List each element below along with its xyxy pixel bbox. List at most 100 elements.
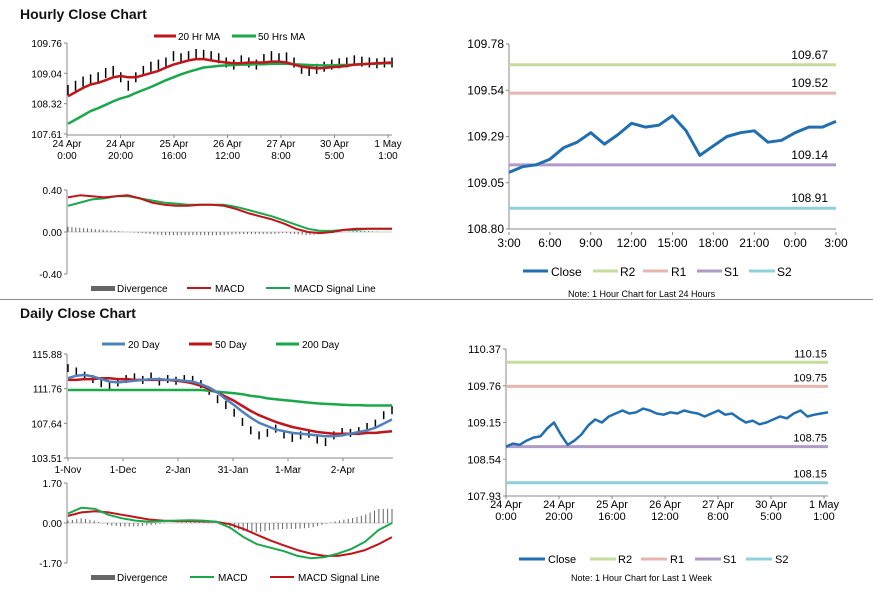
legend-signal-label: MACD Signal Line <box>298 573 380 584</box>
chart-note: Note: 1 Hour Chart for Last 24 Hours <box>568 289 716 299</box>
y-tick-label: 109.15 <box>467 418 501 430</box>
x-tick-label: 12:00 <box>215 151 240 162</box>
x-tick-label: 24 Apr <box>106 139 136 150</box>
legend: Divergence MACD MACD Signal Line <box>91 573 380 584</box>
x-tick-label: 3:00 <box>497 236 521 250</box>
y-tick-label: 0.00 <box>43 228 63 239</box>
y-tick-label: 107.93 <box>467 491 501 503</box>
y-tick-label: 107.61 <box>31 130 62 141</box>
y-tick-label: -0.40 <box>39 270 62 281</box>
x-tick-label: 31-Jan <box>218 465 249 476</box>
x-tick-label: 1-Dec <box>110 465 137 476</box>
x-tick-label: 8:00 <box>271 151 291 162</box>
ma50-line <box>67 62 392 125</box>
legend-20hr-label: 20 Hr MA <box>178 32 221 43</box>
legend-macd-label: MACD <box>215 284 244 295</box>
ma200-line <box>68 388 392 407</box>
x-tick-label: 24 Apr <box>543 499 575 511</box>
legend-divergence-swatch <box>91 575 115 580</box>
y-tick-label: 110.37 <box>468 344 501 356</box>
x-tick-label: 18:00 <box>698 236 728 250</box>
level-s2-value: 108.15 <box>793 469 827 481</box>
x-tick-label: 24 Apr <box>490 499 522 511</box>
chart-note: Note: 1 Hour Chart for Last 1 Week <box>571 573 712 583</box>
x-tick-label: 1:00 <box>813 511 834 523</box>
legend-50day-label: 50 Day <box>215 340 247 351</box>
level-s1-value: 109.14 <box>791 148 828 162</box>
legend-s2-label: S2 <box>775 554 788 566</box>
legend-r2-label: R2 <box>620 265 636 279</box>
x-tick-label: 1 May <box>374 139 401 150</box>
legend: 20 Day 50 Day 200 Day <box>102 340 339 351</box>
x-tick-label: 26 Apr <box>213 139 243 150</box>
legend-r1-label: R1 <box>671 265 687 279</box>
x-tick-label: 24 Apr <box>53 139 83 150</box>
hourly-close-chart: 109.78 109.54 109.29 109.05 108.80 3:00 6:00 9… <box>467 37 848 299</box>
x-tick-label: 1 May <box>809 499 839 511</box>
close-line <box>505 407 829 448</box>
x-tick-label: 2-Apr <box>331 465 356 476</box>
daily-macd-chart: 1.70 0.00 -1.70 Divergence MACD MACD Signa… <box>39 479 393 584</box>
hourly-macd-chart: 0.40 0.00 -0.40 Divergence MACD MACD Signa… <box>39 186 392 295</box>
legend-r1-label: R1 <box>670 554 684 566</box>
daily-section-title: Daily Close Chart <box>20 305 136 321</box>
legend-signal-label: MACD Signal Line <box>294 284 376 295</box>
y-tick-label: 109.04 <box>31 69 62 80</box>
x-tick-label: 27 Apr <box>267 139 297 150</box>
y-tick-label: -1.70 <box>39 559 62 570</box>
y-tick-label: 0.00 <box>43 519 63 530</box>
macd-line <box>67 194 392 235</box>
legend-s1-label: S1 <box>724 265 739 279</box>
legend-s1-label: S1 <box>723 554 736 566</box>
legend-20day-label: 20 Day <box>128 340 160 351</box>
legend-close-label: Close <box>551 265 582 279</box>
y-tick-label: 109.05 <box>467 176 504 190</box>
level-r1-value: 109.52 <box>791 76 828 90</box>
x-tick-label: 20:00 <box>108 151 133 162</box>
x-tick-label: 2-Jan <box>165 465 190 476</box>
close-line <box>508 114 837 174</box>
x-tick-label: 1:00 <box>378 151 398 162</box>
level-r2-value: 110.15 <box>794 348 827 360</box>
y-tick-label: 115.88 <box>32 350 62 361</box>
x-tick-label: 1-Nov <box>55 465 82 476</box>
legend-divergence-label: Divergence <box>117 284 168 295</box>
signal-line <box>67 510 393 557</box>
ma20-line <box>67 57 393 98</box>
legend-close-label: Close <box>548 554 576 566</box>
x-tick-label: 12:00 <box>617 236 647 250</box>
y-tick-label: 109.76 <box>31 39 62 50</box>
legend-s2-label: S2 <box>777 265 792 279</box>
x-tick-label: 9:00 <box>579 236 603 250</box>
y-tick-label: 107.64 <box>31 419 62 430</box>
x-tick-label: 16:00 <box>161 151 186 162</box>
level-s1-value: 108.75 <box>793 433 827 445</box>
x-tick-label: 1-Mar <box>275 465 302 476</box>
x-tick-label: 21:00 <box>739 236 769 250</box>
legend: Close R2 R1 S1 S2 <box>523 265 792 279</box>
legend-divergence-swatch <box>91 286 115 291</box>
legend-50hr-label: 50 Hrs MA <box>258 32 306 43</box>
x-tick-label: 15:00 <box>657 236 687 250</box>
macd-line <box>67 506 393 560</box>
x-tick-label: 5:00 <box>325 151 345 162</box>
legend: 20 Hr MA 50 Hrs MA <box>154 32 306 43</box>
x-tick-label: 0:00 <box>783 236 807 250</box>
legend-macd-label: MACD <box>218 573 247 584</box>
x-tick-label: 26 Apr <box>649 499 681 511</box>
x-tick-label: 6:00 <box>538 236 562 250</box>
x-tick-label: 5:00 <box>760 511 781 523</box>
y-tick-label: 109.76 <box>467 381 501 393</box>
legend-divergence-label: Divergence <box>117 573 168 584</box>
legend-r2-label: R2 <box>618 554 632 566</box>
x-tick-label: 25 Apr <box>596 499 628 511</box>
legend: Close R2 R1 S1 S2 <box>519 554 788 566</box>
y-tick-label: 108.54 <box>467 454 501 466</box>
x-tick-label: 8:00 <box>707 511 728 523</box>
level-s2-value: 108.91 <box>791 191 828 205</box>
x-tick-label: 12:00 <box>651 511 679 523</box>
y-tick-label: 109.29 <box>467 130 504 144</box>
y-tick-label: 109.54 <box>467 83 504 97</box>
section-divider <box>0 299 873 300</box>
x-tick-label: 30 Apr <box>755 499 787 511</box>
